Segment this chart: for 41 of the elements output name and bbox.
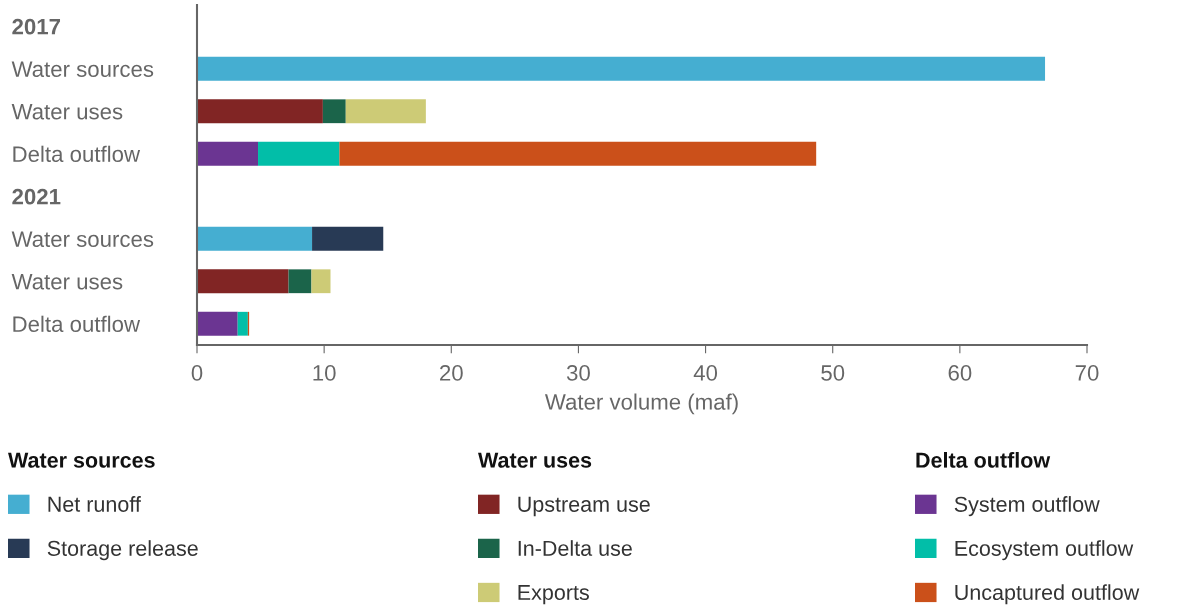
bar (258, 141, 340, 166)
y-tick-label: 2017 (12, 18, 61, 35)
bar (237, 311, 248, 336)
bar (339, 141, 817, 166)
x-tick-label: 40 (693, 365, 718, 381)
text: Water uses (478, 452, 592, 468)
x-tick-label: 20 (440, 365, 463, 381)
legend-label: Net runoff (48, 496, 141, 512)
bar (197, 269, 289, 294)
bar (197, 141, 259, 166)
bar (197, 226, 313, 251)
x-tick-label: 70 (1075, 365, 1099, 381)
bar (345, 99, 426, 124)
legend-label: Exports (518, 585, 589, 605)
x-tick-label: 30 (566, 365, 590, 381)
y-tick-label: 2021 (12, 188, 61, 205)
y-tick-label: Water uses (11, 274, 123, 290)
legend-label: Uncaptured outflow (955, 584, 1140, 605)
legend-label: Upstream use (518, 496, 650, 517)
y-tick-label: Water uses (11, 104, 123, 120)
y-tick-label: Delta outflow (13, 315, 141, 333)
bar (311, 269, 331, 294)
legend-label: Ecosystem outflow (955, 540, 1134, 561)
legend-label: System outflow (954, 496, 1100, 517)
bar (322, 99, 346, 124)
y-tick-label: Water sources (11, 231, 154, 248)
x-axis-title: Water volume (maf) (544, 393, 738, 415)
bar (312, 226, 384, 251)
bar (288, 269, 312, 294)
x-tick-label: 50 (821, 365, 845, 381)
x-tick-label: 60 (948, 365, 972, 381)
y-tick-label: Delta outflow (13, 145, 141, 163)
y-tick-label: Water sources (11, 61, 154, 78)
x-tick-label: 0 (191, 365, 203, 381)
text: Delta outflow (916, 452, 1051, 468)
x-tick-label: 10 (313, 365, 336, 381)
bar (197, 56, 1046, 81)
bar (197, 99, 323, 124)
legend-label: In-Delta use (518, 540, 632, 556)
legend-label: Storage release (47, 540, 198, 561)
bar (197, 311, 238, 336)
